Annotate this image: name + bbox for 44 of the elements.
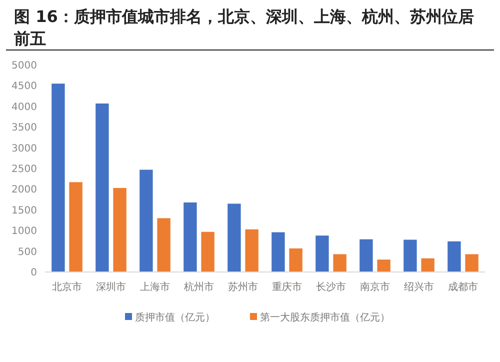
bar <box>404 240 417 272</box>
bar <box>140 170 153 272</box>
x-tick-label: 南京市 <box>360 281 390 293</box>
y-tick-label: 2500 <box>12 164 37 175</box>
x-tick-label: 重庆市 <box>272 281 302 293</box>
chart-title: 图 16：质押市值城市排名，北京、深圳、上海、杭州、苏州位居前五 <box>13 7 474 48</box>
y-tick-label: 4500 <box>12 81 37 92</box>
y-tick-label: 5000 <box>12 60 37 72</box>
y-tick-label: 3500 <box>12 122 37 134</box>
bar <box>421 258 434 272</box>
bar <box>52 84 65 272</box>
x-tick-label: 深圳市 <box>96 281 126 293</box>
bar <box>333 254 346 272</box>
x-tick-label: 杭州市 <box>183 281 214 293</box>
bar <box>157 218 170 272</box>
bar <box>316 236 329 272</box>
x-tick-label: 成都市 <box>448 281 478 293</box>
x-tick-label: 苏州市 <box>228 281 258 293</box>
bar <box>245 229 258 272</box>
y-tick-label: 500 <box>18 246 37 258</box>
y-tick-label: 0 <box>30 268 37 278</box>
bar <box>289 248 302 272</box>
x-tick-label: 绍兴市 <box>404 281 434 293</box>
x-tick-label: 上海市 <box>140 281 170 293</box>
bar <box>360 239 373 272</box>
bar <box>69 182 82 272</box>
bar <box>201 232 214 272</box>
legend-label: 第一大股东质押市值（亿元） <box>260 312 390 324</box>
bar <box>96 104 109 272</box>
x-tick-label: 北京市 <box>52 281 82 293</box>
legend-label: 质押市值（亿元） <box>135 312 215 324</box>
x-tick-label: 长沙市 <box>316 281 346 293</box>
bar <box>448 241 461 272</box>
y-tick-label: 1000 <box>12 226 37 238</box>
bar <box>184 202 197 272</box>
y-tick-label: 1500 <box>12 205 37 216</box>
y-tick-label: 2000 <box>12 184 37 196</box>
bar <box>465 254 478 272</box>
y-tick-label: 3000 <box>12 143 37 154</box>
bar <box>113 188 126 272</box>
bar <box>377 260 390 272</box>
y-tick-label: 4000 <box>12 102 37 113</box>
bar <box>228 204 241 272</box>
bar <box>272 232 285 272</box>
